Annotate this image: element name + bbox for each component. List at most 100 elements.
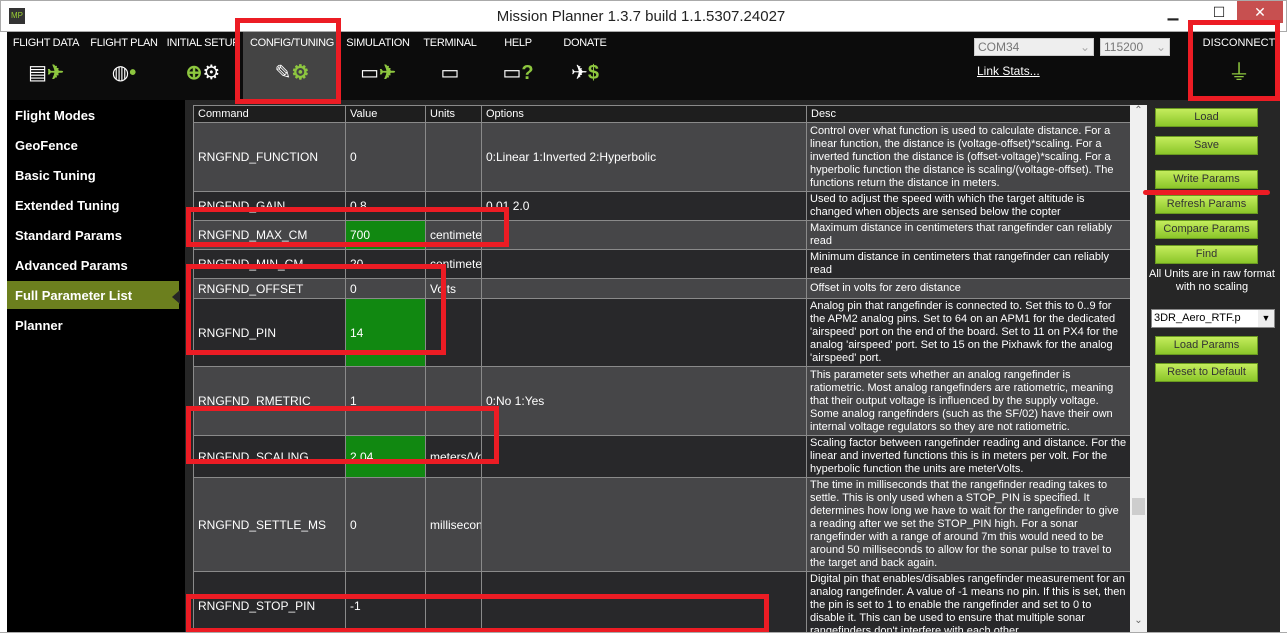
cell-value[interactable]: 0.8 — [345, 191, 426, 221]
tab-donate[interactable]: DONATE ✈$ — [555, 32, 615, 100]
tab-help[interactable]: HELP ▭? — [492, 32, 544, 100]
write-params-button[interactable]: Write Params — [1155, 170, 1258, 189]
cell-desc: Offset in volts for zero distance — [806, 278, 1130, 299]
table-row[interactable]: RNGFND_OFFSET 0 Volts Offset in volts for z… — [193, 278, 1130, 299]
scroll-down-icon[interactable]: ⌄ — [1134, 615, 1143, 626]
minimize-button[interactable]: ▁ — [1167, 4, 1179, 20]
sidebar-item-basic-tuning[interactable]: Basic Tuning — [15, 168, 96, 183]
cell-units — [425, 366, 482, 436]
cell-value[interactable]: 700 — [345, 220, 426, 250]
tab-flight-plan[interactable]: FLIGHT PLAN ◍• — [85, 32, 163, 100]
cell-value[interactable]: 2.04 — [345, 435, 426, 478]
cell-units — [425, 191, 482, 221]
cell-options — [481, 278, 807, 299]
sidebar-item-standard-params[interactable]: Standard Params — [15, 228, 122, 243]
monitor-question-icon: ▭? — [502, 62, 534, 84]
cell-command: RNGFND_SCALING — [193, 435, 346, 478]
tab-simulation[interactable]: SIMULATION ▭✈ — [342, 32, 414, 100]
close-button[interactable]: ✕ — [1237, 1, 1283, 23]
table-row[interactable]: RNGFND_FUNCTION 0 0:Linear 1:Inverted 2:Hy… — [193, 122, 1130, 192]
tab-flight-data[interactable]: FLIGHT DATA ▤✈ — [7, 32, 85, 100]
table-row[interactable]: RNGFND_MIN_CM20centimeters Minimum distan… — [193, 249, 1130, 279]
cell-options — [481, 249, 807, 279]
column-header-desc[interactable]: Desc — [806, 105, 1130, 123]
cell-units — [425, 571, 482, 632]
sidebar-item-extended-tuning[interactable]: Extended Tuning — [15, 198, 120, 213]
save-button[interactable]: Save — [1155, 136, 1258, 155]
cell-options — [481, 477, 807, 572]
refresh-params-button[interactable]: Refresh Params — [1155, 195, 1258, 214]
cell-value[interactable]: 20 — [345, 249, 426, 279]
compare-params-button[interactable]: Compare Params — [1155, 220, 1258, 239]
cell-value[interactable]: 1 — [345, 366, 426, 436]
tab-terminal[interactable]: TERMINAL ▭ — [417, 32, 483, 100]
tab-label: CONFIG/TUNING — [249, 37, 335, 49]
plug-icon: ⏚ — [1227, 60, 1250, 85]
cell-command: RNGFND_MAX_CM — [193, 220, 346, 250]
terminal-icon: ▭ — [440, 62, 460, 84]
load-button[interactable]: Load — [1155, 108, 1258, 127]
table-row[interactable]: RNGFND_SETTLE_MS0milliseconds The time in… — [193, 477, 1130, 572]
table-row[interactable]: RNGFND_GAIN 0.8 0.01 2.0 Used to adjust the… — [193, 191, 1130, 221]
cell-options — [481, 571, 807, 632]
document-plane-icon: ▤✈ — [28, 62, 64, 84]
cell-units: centimeters — [425, 249, 482, 279]
cell-units — [425, 122, 482, 192]
cell-value[interactable]: 0 — [345, 278, 426, 299]
sidebar-item-full-parameter-list[interactable]: Full Parameter List — [7, 281, 179, 309]
cell-units: centimeters — [425, 220, 482, 250]
scroll-up-icon[interactable]: ⌃ — [1134, 105, 1143, 116]
cell-desc: This parameter sets whether an analog ra… — [806, 366, 1130, 436]
sidebar-item-planner[interactable]: Planner — [15, 318, 63, 333]
params-panel: Load Save Write Params Refresh Params Co… — [1147, 100, 1280, 632]
table-row[interactable]: RNGFND_MAX_CM700centimeters Maximum dista… — [193, 220, 1130, 250]
baud-select[interactable]: 115200 ⌄ — [1100, 38, 1170, 56]
cell-desc: Scaling factor between rangefinder readi… — [806, 435, 1130, 478]
cell-value[interactable]: 0 — [345, 477, 426, 572]
cell-units — [425, 298, 482, 367]
grid-scrollbar[interactable]: ⌃ ⌄ — [1130, 105, 1147, 632]
find-button[interactable]: Find — [1155, 245, 1258, 264]
tab-label: FLIGHT DATA — [12, 37, 80, 49]
reset-to-default-button[interactable]: Reset to Default — [1155, 363, 1258, 382]
table-row[interactable]: RNGFND_PIN 14 Analog pin that rangefinder … — [193, 298, 1130, 367]
cell-desc: Used to adjust the speed with which the … — [806, 191, 1130, 221]
chevron-down-icon: ⌄ — [1079, 40, 1090, 54]
tab-initial-setup[interactable]: INITIAL SETUP ⊕⚙ — [163, 32, 243, 100]
column-header-units[interactable]: Units — [425, 105, 482, 123]
cell-desc: Digital pin that enables/disables rangef… — [806, 571, 1130, 632]
column-header-command[interactable]: Command — [193, 105, 346, 123]
window-title: Mission Planner 1.3.7 build 1.1.5307.240… — [496, 8, 786, 25]
cell-desc: Minimum distance in centimeters that ran… — [806, 249, 1130, 279]
sidebar-item-flight-modes[interactable]: Flight Modes — [15, 108, 96, 123]
preset-select[interactable]: 3DR_Aero_RTF.p ▼ — [1151, 309, 1275, 328]
sidebar-item-geofence[interactable]: GeoFence — [15, 138, 78, 153]
disconnect-button[interactable]: DISCONNECT ⏚ — [1199, 37, 1279, 87]
window-bottom-border — [0, 632, 1287, 638]
sidebar-item-advanced-params[interactable]: Advanced Params — [15, 258, 128, 273]
column-header-value[interactable]: Value — [345, 105, 426, 123]
wrench-gear-icon: ✎⚙ — [274, 62, 310, 84]
chevron-down-icon: ⌄ — [1155, 40, 1166, 54]
load-params-button[interactable]: Load Params — [1155, 336, 1258, 355]
cell-value[interactable]: 0 — [345, 122, 426, 192]
units-note: All Units are in raw format with no scal… — [1149, 268, 1275, 293]
link-stats-link[interactable]: Link Stats... — [977, 64, 1040, 78]
table-row[interactable]: RNGFND_RMETRIC 1 0:No 1:Yes This parameter … — [193, 366, 1130, 436]
cell-value[interactable]: -1 — [345, 571, 426, 632]
tab-config-tuning[interactable]: CONFIG/TUNING ✎⚙ — [243, 32, 341, 100]
cell-options: 0.01 2.0 — [481, 191, 807, 221]
port-select[interactable]: COM34 ⌄ — [974, 38, 1094, 56]
parameter-grid: Command Value Units Options Desc RNGFND_… — [193, 105, 1130, 632]
table-row[interactable]: RNGFND_STOP_PIN -1 Digital pin that enable… — [193, 571, 1130, 632]
scroll-thumb[interactable] — [1132, 498, 1145, 515]
tab-label: FLIGHT PLAN — [90, 37, 158, 49]
gear-plus-icon: ⊕⚙ — [185, 62, 221, 84]
cell-desc: Maximum distance in centimeters that ran… — [806, 220, 1130, 250]
column-header-options[interactable]: Options — [481, 105, 807, 123]
maximize-button[interactable]: ☐ — [1212, 4, 1226, 20]
cell-value[interactable]: 14 — [345, 298, 426, 367]
tab-label: HELP — [504, 37, 532, 49]
cell-options: 0:No 1:Yes — [481, 366, 807, 436]
